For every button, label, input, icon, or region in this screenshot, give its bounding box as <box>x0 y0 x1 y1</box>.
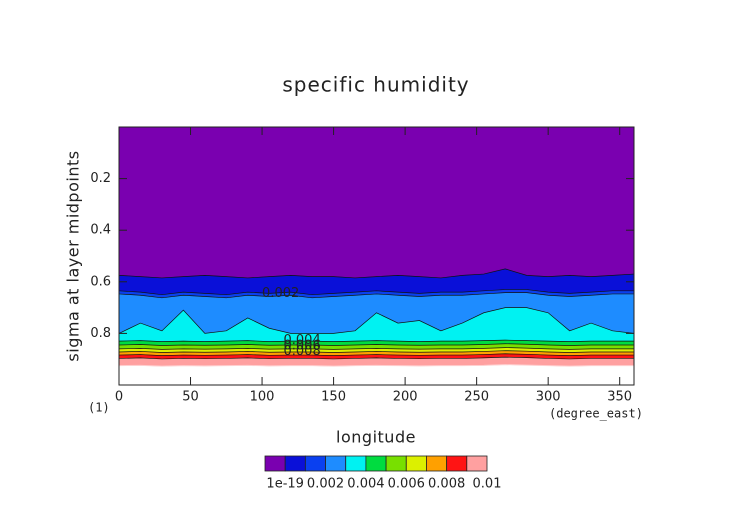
contour-label: 0.008 <box>284 344 321 359</box>
contour-line <box>118 289 634 296</box>
x-tick-label: 100 <box>250 390 275 405</box>
contour-line <box>118 343 634 346</box>
contour-label: 0.002 <box>262 286 299 301</box>
colorbar-box <box>426 455 448 472</box>
contour-line <box>118 307 635 334</box>
colorbar-box <box>345 455 367 472</box>
colorbar-tick-label: 0.008 <box>428 477 465 492</box>
contour-band <box>119 127 634 278</box>
colorbar-tick-label: 0.01 <box>473 477 502 492</box>
x-tick-label: 0 <box>115 390 123 405</box>
y-units: (1) <box>88 401 110 415</box>
chart-title: specific humidity <box>282 73 469 97</box>
colorbar-box <box>284 455 306 472</box>
contour-label: 0.004 <box>284 333 321 348</box>
contour-line <box>118 347 634 350</box>
colorbar-tick-label: 0.006 <box>388 477 425 492</box>
plot-frame <box>118 126 635 386</box>
colorbar: 1e-19 0.002 0.004 0.006 0.008 0.01 <box>264 455 502 492</box>
y-tick-label: 0.2 <box>90 171 111 186</box>
colorbar-box <box>466 455 488 472</box>
colorbar-box <box>405 455 427 472</box>
x-tick-label: 250 <box>464 390 489 405</box>
y-axis-title: sigma at layer midpoints <box>64 150 83 361</box>
contour-line <box>118 268 635 279</box>
contour-line <box>118 339 634 343</box>
x-units: (degree_east) <box>549 407 643 421</box>
colorbar-box <box>304 455 326 472</box>
contour-line <box>118 292 634 299</box>
colorbar-tick-label: 0.004 <box>347 477 384 492</box>
contour-line <box>118 350 634 353</box>
x-tick-label: 300 <box>536 390 561 405</box>
y-tick-label: 0.4 <box>90 223 111 238</box>
colorbar-box <box>385 455 407 472</box>
contour-line <box>118 353 634 356</box>
x-tick-label: 200 <box>393 390 418 405</box>
colorbar-box <box>365 455 387 472</box>
colorbar-box <box>325 455 347 472</box>
colorbar-box <box>264 455 286 472</box>
colorbar-box <box>446 455 468 472</box>
x-tick-label: 150 <box>321 390 346 405</box>
y-tick-label: 0.8 <box>90 326 111 341</box>
colorbar-tick-label: 1e-19 <box>266 477 304 492</box>
colorbar-tick-label: 0.002 <box>307 477 344 492</box>
contour-line <box>118 356 634 360</box>
y-tick-label: 0.6 <box>90 274 111 289</box>
x-axis-title: longitude <box>336 428 416 447</box>
contour-label: 0.006 <box>284 338 321 353</box>
data-bottom <box>118 364 634 367</box>
x-tick-label: 50 <box>182 390 199 405</box>
x-tick-label: 350 <box>607 390 632 405</box>
